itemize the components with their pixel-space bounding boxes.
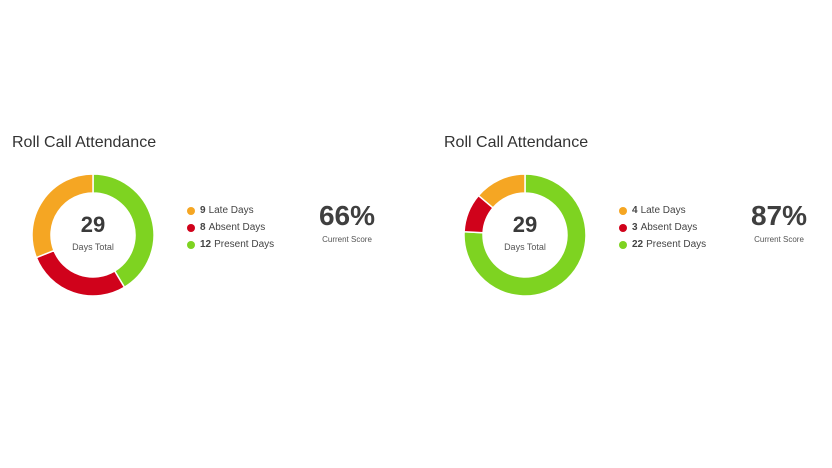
legend-item-absent: 3 Absent Days bbox=[619, 219, 706, 236]
legend-count: 4 bbox=[632, 205, 638, 216]
legend-label: Late Days bbox=[208, 205, 254, 216]
donut-slice-present-days bbox=[463, 173, 587, 297]
score-value: 87% bbox=[750, 200, 808, 231]
score-block: 66% Current Score bbox=[307, 200, 387, 245]
legend-count: 22 bbox=[632, 239, 644, 250]
score-value: 66% bbox=[318, 200, 376, 231]
donut-slice-late-days bbox=[31, 173, 94, 259]
attendance-panel-1: Roll Call Attendance 29 Days Total 9 Lat… bbox=[12, 134, 392, 304]
legend: 4 Late Days 3 Absent Days 22 Present Day… bbox=[619, 202, 706, 253]
donut-center: 29 Days Total bbox=[462, 172, 588, 298]
legend-count: 9 bbox=[200, 205, 206, 216]
donut-svg bbox=[463, 173, 587, 297]
absent-dot-icon bbox=[187, 223, 195, 232]
chart-title: Roll Call Attendance bbox=[444, 134, 589, 151]
total-days-value: 29 bbox=[512, 212, 538, 237]
legend-item-present: 12 Present Days bbox=[187, 236, 274, 253]
legend-label: Absent Days bbox=[640, 222, 698, 233]
present-dot-icon bbox=[619, 240, 627, 249]
late-dot-icon bbox=[187, 206, 195, 215]
donut-center: 29 Days Total bbox=[30, 172, 156, 298]
legend-count: 12 bbox=[200, 239, 212, 250]
present-dot-icon bbox=[187, 240, 195, 249]
score-label: Current Score bbox=[754, 235, 804, 244]
legend-item-present: 22 Present Days bbox=[619, 236, 706, 253]
legend-item-absent: 8 Absent Days bbox=[187, 219, 274, 236]
chart-title: Roll Call Attendance bbox=[12, 134, 157, 151]
legend-label: Absent Days bbox=[208, 222, 266, 233]
donut-chart: 29 Days Total bbox=[30, 172, 156, 298]
legend-count: 3 bbox=[632, 222, 638, 233]
absent-dot-icon bbox=[619, 223, 627, 232]
legend-item-late: 4 Late Days bbox=[619, 202, 706, 219]
legend: 9 Late Days 8 Absent Days 12 Present Day… bbox=[187, 202, 274, 253]
total-days-label: Days Total bbox=[504, 242, 546, 252]
attendance-panel-2: Roll Call Attendance 29 Days Total 4 Lat… bbox=[444, 134, 824, 304]
total-days-value: 29 bbox=[80, 212, 106, 237]
legend-count: 8 bbox=[200, 222, 206, 233]
late-dot-icon bbox=[619, 206, 627, 215]
donut-chart: 29 Days Total bbox=[462, 172, 588, 298]
score-label: Current Score bbox=[322, 235, 372, 244]
legend-label: Present Days bbox=[214, 239, 275, 250]
legend-label: Present Days bbox=[646, 239, 707, 250]
legend-label: Late Days bbox=[640, 205, 686, 216]
donut-slice-late-days bbox=[477, 173, 526, 209]
donut-svg bbox=[31, 173, 155, 297]
total-days-label: Days Total bbox=[72, 242, 114, 252]
legend-item-late: 9 Late Days bbox=[187, 202, 274, 219]
score-block: 87% Current Score bbox=[739, 200, 819, 245]
